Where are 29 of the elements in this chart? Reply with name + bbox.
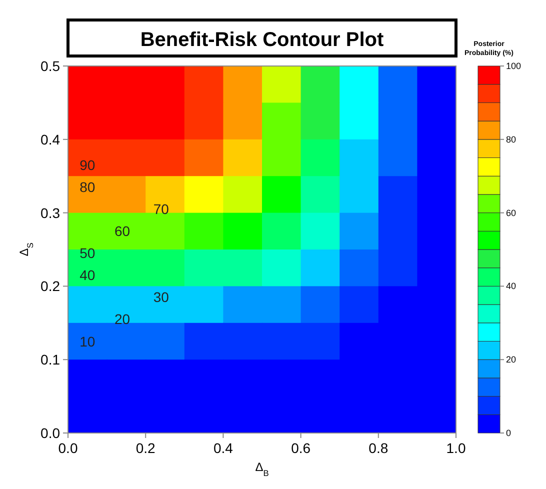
x-tick-label: 0.8 (368, 440, 388, 456)
annotation: 40 (80, 267, 96, 284)
color-bar-label: 80 (506, 134, 516, 144)
color-bar-label: 100 (506, 61, 522, 71)
color-bar-label: 0 (506, 428, 512, 438)
y-tick-label: 0.3 (40, 204, 60, 221)
annotation: 30 (153, 289, 170, 306)
annotation: 80 (80, 179, 96, 196)
x-tick-label: 1.0 (446, 440, 466, 456)
x-tick-label: 0.6 (291, 440, 311, 456)
x-axis-title: Δ$_{B}$ (255, 460, 270, 478)
annotation: 50 (80, 245, 96, 262)
annotation: 20 (114, 311, 130, 328)
color-bar-label: 40 (506, 281, 516, 292)
annotation: 90 (80, 157, 96, 174)
x-tick-label: 0.2 (136, 440, 156, 456)
chart-title: Benefit-Risk Contour Plot (140, 29, 384, 51)
color-bar-label: 20 (506, 354, 516, 365)
x-tick-label: 0.0 (58, 440, 78, 456)
x-tick-label: 0.4 (213, 440, 234, 456)
color-bar-label: 60 (506, 208, 516, 218)
y-tick-label: 0.0 (40, 425, 60, 441)
annotation: 10 (80, 333, 96, 350)
annotation: 60 (114, 223, 130, 240)
y-tick-label: 0.4 (40, 131, 60, 148)
y-tick-label: 0.5 (40, 58, 60, 74)
y-tick-label: 0.2 (40, 278, 60, 294)
annotation: 70 (153, 201, 170, 218)
y-tick-label: 0.1 (40, 352, 60, 368)
